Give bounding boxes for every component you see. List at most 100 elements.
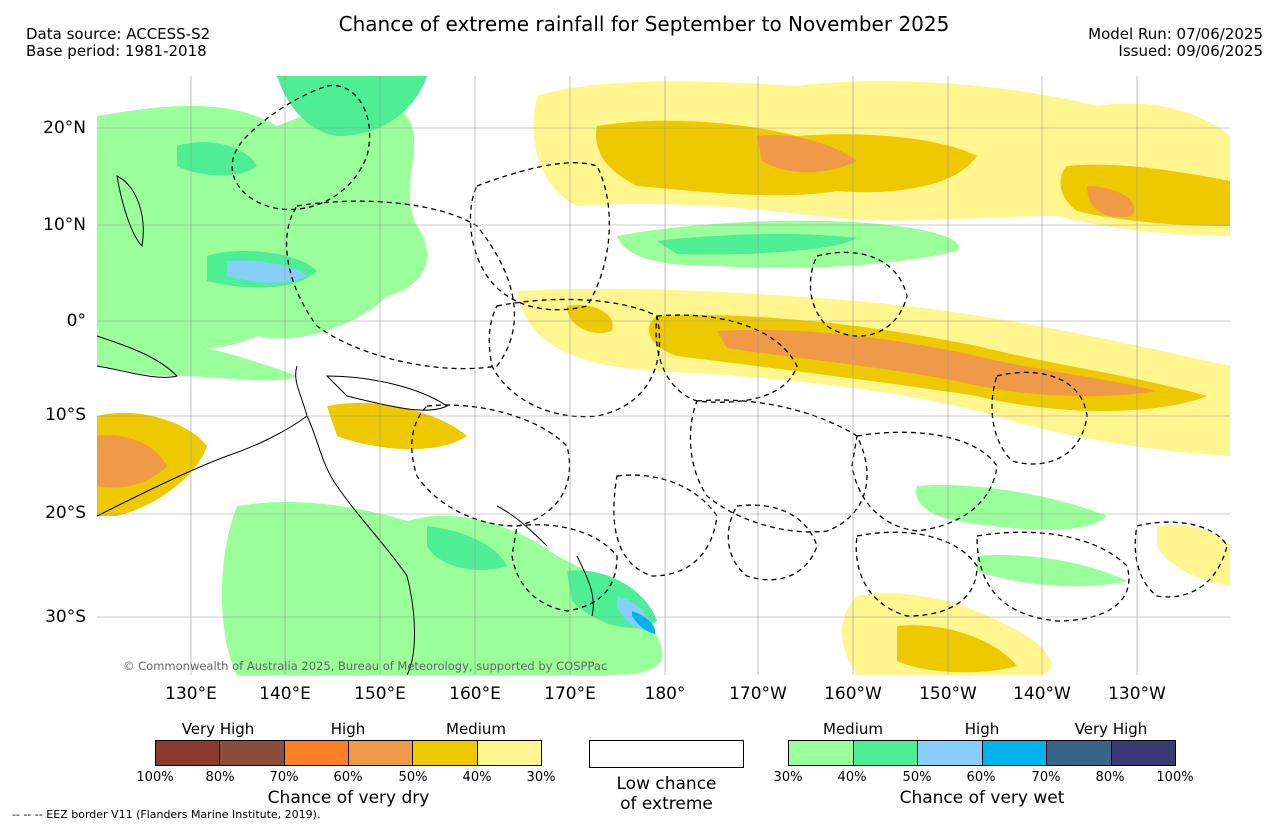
- lon-label-170e: 170°E: [544, 684, 596, 704]
- lat-label-30s: 30°S: [45, 607, 86, 627]
- wet-pct-60: 60%: [966, 770, 996, 785]
- dry-regions: [97, 81, 1230, 675]
- dry-patch-coral-sea: [327, 402, 467, 450]
- wet-category-very-high: Very High: [1074, 720, 1148, 738]
- dry-swatch-6: [477, 741, 541, 765]
- dry-patch-south-east: [1157, 525, 1230, 586]
- lat-label-0: 0°: [66, 311, 86, 331]
- dry-pct-60: 60%: [333, 770, 363, 785]
- lon-label-140w: 140°W: [1013, 684, 1071, 704]
- wet-patch-south-east: [977, 555, 1127, 587]
- model-run-text: Model Run: 07/06/2025: [1088, 25, 1263, 43]
- wet-pct-70: 70%: [1031, 770, 1061, 785]
- lat-label-10n: 10°N: [43, 215, 86, 235]
- eez-french-polynesia-north: [991, 371, 1088, 465]
- indonesia-outline: [97, 335, 178, 378]
- wet-swatch-4: [982, 741, 1047, 765]
- issued-text: Issued: 09/06/2025: [1118, 42, 1263, 60]
- eez-fsm: [285, 200, 516, 370]
- lon-label-160w: 160°W: [824, 684, 882, 704]
- wet-area-coral-sea: [222, 501, 663, 675]
- dry-high-north-east: [1087, 186, 1135, 218]
- eez-solomon: [411, 404, 571, 527]
- wet-patch-high-chance: [227, 260, 307, 283]
- eez-cook-north: [851, 431, 998, 532]
- dry-pct-30: 30%: [526, 770, 556, 785]
- map-title: Chance of extreme rainfall for September…: [338, 12, 950, 36]
- low-chance-caption: Low chance of extreme: [589, 774, 744, 814]
- wet-band-south-east: [916, 485, 1107, 530]
- eez-tuvalu-tokelau: [689, 399, 868, 533]
- wet-category-high: High: [964, 720, 1000, 738]
- nz-north-outline: [576, 555, 594, 617]
- wet-swatch-5: [1047, 741, 1112, 765]
- wet-pct-40: 40%: [837, 770, 867, 785]
- wet-swatch-2: [853, 741, 918, 765]
- lon-label-150w: 150°W: [919, 684, 977, 704]
- wet-area-indonesia: [97, 326, 297, 381]
- data-source-info: Data source: ACCESS-S2 Base period: 1981…: [26, 26, 210, 60]
- dry-swatch-4: [348, 741, 414, 765]
- dry-swatch-1: [156, 741, 221, 765]
- lon-label-170w: 170°W: [729, 684, 787, 704]
- eez-french-polynesia: [976, 531, 1130, 622]
- low-chance-swatch: [589, 740, 744, 768]
- lat-label-20n: 20°N: [43, 118, 86, 138]
- new-caledonia-outline: [496, 505, 548, 547]
- dry-category-very-high: Very High: [181, 720, 255, 738]
- dry-legend-caption: Chance of very dry: [267, 788, 430, 808]
- dry-swatch-2: [220, 741, 285, 765]
- wet-legend-caption: Chance of very wet: [899, 788, 1065, 808]
- dry-swatch-5: [413, 741, 478, 765]
- dry-core-south: [897, 625, 1017, 673]
- base-period-text: Base period: 1981-2018: [26, 42, 207, 60]
- dry-swatch-3: [284, 741, 349, 765]
- wet-swatch-3: [918, 741, 983, 765]
- low-chance-line1: Low chance: [616, 774, 717, 794]
- graticule: [97, 76, 1230, 675]
- eez-borders: [231, 84, 1228, 622]
- cape-york: [295, 365, 308, 417]
- eez-pitcairn: [1134, 521, 1228, 598]
- australia-coast: [97, 415, 415, 675]
- wet-colorbar: [788, 740, 1176, 766]
- wet-swatch-6: [1111, 741, 1175, 765]
- dry-pct-40: 40%: [462, 770, 492, 785]
- dry-high-north: [757, 135, 857, 173]
- dry-pct-80: 80%: [205, 770, 235, 785]
- dry-pct-70: 70%: [269, 770, 299, 785]
- wet-pct-80: 80%: [1095, 770, 1125, 785]
- lon-label-180: 180°: [644, 684, 686, 704]
- lon-label-150e: 150°E: [354, 684, 406, 704]
- coastlines: [97, 175, 594, 675]
- wet-pct-30: 30%: [773, 770, 803, 785]
- data-source-text: Data source: ACCESS-S2: [26, 25, 211, 43]
- dry-high-australia: [97, 435, 167, 488]
- eez-nauru-kiribati: [488, 298, 661, 418]
- lon-label-160e: 160°E: [449, 684, 501, 704]
- rainfall-map: [97, 76, 1230, 675]
- eez-palau: [231, 84, 371, 211]
- wet-patch-coral: [427, 526, 507, 570]
- eez-cook-south: [855, 531, 978, 617]
- eez-vanuatu: [511, 524, 618, 612]
- philippines-outline: [116, 175, 144, 248]
- wet-pct-100: 100%: [1156, 770, 1194, 785]
- wet-swatch-1: [789, 741, 854, 765]
- dry-pct-50: 50%: [398, 770, 428, 785]
- lat-label-10s: 10°S: [45, 405, 86, 425]
- eez-samoa: [727, 504, 818, 581]
- map-credit: © Commonwealth of Australia 2025, Bureau…: [123, 659, 608, 673]
- dry-category-high: High: [330, 720, 366, 738]
- wet-patch-philippines: [177, 142, 257, 176]
- lon-label-130e: 130°E: [165, 684, 217, 704]
- model-run-info: Model Run: 07/06/2025 Issued: 09/06/2025: [1088, 26, 1263, 60]
- wet-pct-50: 50%: [902, 770, 932, 785]
- low-chance-line2: of extreme: [620, 794, 713, 814]
- eez-kiribati-line: [809, 251, 908, 337]
- lat-label-20s: 20°S: [45, 503, 86, 523]
- dry-patch-central: [567, 305, 613, 334]
- dry-category-medium: Medium: [446, 720, 506, 738]
- wet-category-medium: Medium: [823, 720, 883, 738]
- wet-band-core: [657, 234, 857, 255]
